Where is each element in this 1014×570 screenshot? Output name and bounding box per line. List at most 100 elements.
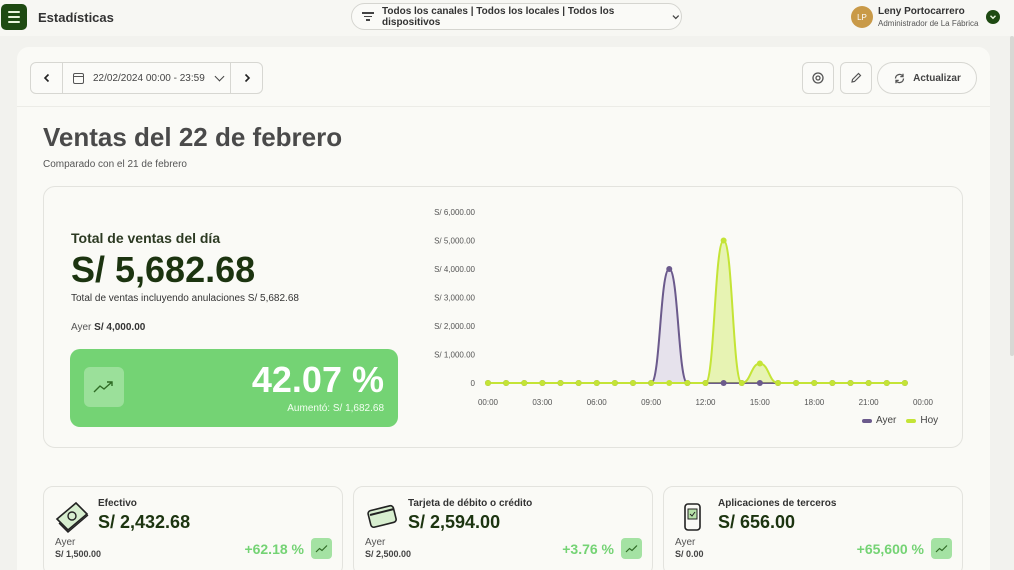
chevron-down-icon xyxy=(672,14,680,19)
y-tick-label: S/ 5,000.00 xyxy=(434,237,475,246)
card-yesterday-value: S/ 2,500.00 xyxy=(365,549,412,559)
next-day-button[interactable] xyxy=(230,63,262,93)
user-menu-chevron-icon[interactable] xyxy=(986,10,1000,24)
data-point-hoy xyxy=(883,380,890,386)
filter-label: Todos los canales | Todos los locales | … xyxy=(382,5,615,28)
card-yesterday-label: Ayer xyxy=(55,537,76,548)
y-tick-label: 0 xyxy=(471,379,476,388)
page-subtitle: Comparado con el 21 de febrero xyxy=(43,159,187,170)
trend-up-icon xyxy=(84,367,124,407)
x-tick-label: 18:00 xyxy=(804,398,825,407)
y-tick-label: S/ 3,000.00 xyxy=(434,294,475,303)
data-point-hoy xyxy=(829,380,836,386)
series-area-hoy xyxy=(488,240,905,383)
x-tick-label: 09:00 xyxy=(641,398,662,407)
data-point-hoy xyxy=(811,380,818,386)
y-tick-label: S/ 2,000.00 xyxy=(434,322,475,331)
y-tick-label: S/ 4,000.00 xyxy=(434,265,475,274)
user-name: Leny Portocarrero xyxy=(878,6,965,17)
app-title: Estadísticas xyxy=(38,10,114,25)
data-point-hoy xyxy=(575,380,582,386)
chevron-left-icon xyxy=(43,73,49,83)
pencil-icon xyxy=(851,72,862,83)
refresh-icon xyxy=(894,73,905,83)
card-title: Tarjeta de débito o crédito xyxy=(408,498,533,509)
data-point-hoy xyxy=(521,380,528,386)
yesterday-total: Ayer S/ 4,000.00 xyxy=(71,322,145,333)
x-tick-label: 06:00 xyxy=(587,398,608,407)
legend-label-ayer: Ayer xyxy=(876,415,897,426)
increase-amount: Aumentó: S/ 1,682.68 xyxy=(287,403,384,414)
date-range-picker[interactable]: 22/02/2024 00:00 - 23:59 xyxy=(63,63,230,93)
data-point-hoy xyxy=(793,380,800,386)
total-label: Total de ventas del día xyxy=(71,230,221,246)
y-tick-label: S/ 1,000.00 xyxy=(434,351,475,360)
refresh-button[interactable]: Actualizar xyxy=(877,62,977,94)
card-value: S/ 2,594.00 xyxy=(408,512,501,532)
filter-selector[interactable]: Todos los canales | Todos los locales | … xyxy=(351,3,682,30)
data-point-hoy xyxy=(539,380,546,386)
legend-item-hoy[interactable]: Hoy xyxy=(906,415,938,426)
page-title: Ventas del 22 de febrero xyxy=(43,122,343,152)
data-point-ayer xyxy=(720,380,727,386)
card-change: +62.18 % xyxy=(244,541,304,557)
date-navigator: 22/02/2024 00:00 - 23:59 xyxy=(30,62,263,94)
y-tick-label: S/ 6,000.00 xyxy=(434,208,475,217)
total-value: S/ 5,682.68 xyxy=(71,249,256,290)
card-title: Efectivo xyxy=(98,498,137,509)
card-title: Aplicaciones de terceros xyxy=(718,498,837,509)
x-tick-label: 00:00 xyxy=(478,398,499,407)
card-yesterday-value: S/ 0.00 xyxy=(675,549,704,559)
payment-card-third-party-apps: Aplicaciones de terceros S/ 656.00 Ayer … xyxy=(663,486,963,570)
trend-up-icon xyxy=(931,538,952,559)
increase-box: 42.07 % Aumentó: S/ 1,682.68 xyxy=(70,349,398,427)
data-point-hoy xyxy=(720,237,727,244)
series-line-hoy xyxy=(488,239,905,385)
card-yesterday-label: Ayer xyxy=(365,537,386,548)
chart-legend: Ayer Hoy xyxy=(862,415,938,426)
data-point-hoy xyxy=(503,380,510,386)
series-line-ayer xyxy=(488,267,905,384)
data-point-hoy xyxy=(738,380,745,386)
data-point-hoy xyxy=(648,380,655,386)
settings-button[interactable] xyxy=(802,62,834,94)
legend-item-ayer[interactable]: Ayer xyxy=(862,415,896,426)
chevron-down-icon xyxy=(214,71,225,81)
x-tick-label: 00:00 xyxy=(913,398,934,407)
trend-up-icon xyxy=(621,538,642,559)
cash-icon xyxy=(55,501,89,533)
data-point-ayer xyxy=(756,380,763,386)
credit-card-icon xyxy=(367,504,397,529)
payment-card-credit-card: Tarjeta de débito o crédito S/ 2,594.00 … xyxy=(353,486,653,570)
increase-percent: 42.07 % xyxy=(251,359,384,400)
data-point-hoy xyxy=(593,380,600,386)
hourly-sales-chart: 0 S/ 1,000.00 S/ 2,000.00 S/ 3,000.00 S/ 4,0… xyxy=(434,208,934,407)
card-change: +65,600 % xyxy=(856,541,924,557)
divider xyxy=(17,106,990,107)
filter-icon xyxy=(362,12,374,21)
card-change: +3.76 % xyxy=(562,541,614,557)
data-point-hoy xyxy=(756,360,763,367)
scrollbar[interactable] xyxy=(1010,36,1014,356)
card-yesterday-value: S/ 1,500.00 xyxy=(55,549,102,559)
x-tick-label: 03:00 xyxy=(532,398,553,407)
top-bar: Estadísticas Todos los canales | Todos l… xyxy=(0,0,1014,36)
x-tick-label: 21:00 xyxy=(859,398,880,407)
total-note: Total de ventas incluyendo anulaciones S… xyxy=(71,293,299,304)
gear-icon xyxy=(812,72,824,84)
previous-day-button[interactable] xyxy=(31,63,63,93)
edit-button[interactable] xyxy=(840,62,872,94)
card-value: S/ 2,432.68 xyxy=(98,512,191,532)
series-area-ayer xyxy=(488,269,905,383)
data-point-hoy xyxy=(485,380,491,386)
avatar[interactable]: LP xyxy=(851,6,873,28)
data-point-hoy xyxy=(901,380,908,386)
data-point-hoy xyxy=(847,380,854,386)
data-point-hoy xyxy=(702,380,709,386)
payment-card-cash: Efectivo S/ 2,432.68 Ayer S/ 1,500.00 +6… xyxy=(43,486,343,570)
legend-label-hoy: Hoy xyxy=(920,415,939,426)
x-tick-label: 12:00 xyxy=(695,398,716,407)
yesterday-value: S/ 4,000.00 xyxy=(94,322,146,333)
menu-button[interactable] xyxy=(1,4,27,30)
x-tick-label: 15:00 xyxy=(750,398,771,407)
